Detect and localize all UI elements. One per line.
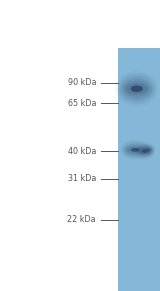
Ellipse shape <box>144 146 153 153</box>
Ellipse shape <box>131 86 143 92</box>
Ellipse shape <box>147 148 151 151</box>
Ellipse shape <box>121 141 149 159</box>
Ellipse shape <box>127 147 143 153</box>
Ellipse shape <box>137 145 152 157</box>
Ellipse shape <box>120 76 154 102</box>
Ellipse shape <box>123 142 148 157</box>
Ellipse shape <box>118 73 156 104</box>
Text: 90 kDa: 90 kDa <box>68 79 96 87</box>
Text: 40 kDa: 40 kDa <box>68 147 96 156</box>
FancyBboxPatch shape <box>118 48 160 291</box>
Text: 22 kDa: 22 kDa <box>67 215 96 224</box>
Ellipse shape <box>145 148 152 152</box>
Ellipse shape <box>131 148 140 152</box>
Text: 65 kDa: 65 kDa <box>68 99 96 108</box>
Ellipse shape <box>122 78 152 99</box>
Ellipse shape <box>138 146 151 156</box>
Ellipse shape <box>139 148 150 155</box>
Ellipse shape <box>144 146 154 154</box>
Text: 31 kDa: 31 kDa <box>68 175 96 183</box>
Ellipse shape <box>142 150 148 153</box>
Ellipse shape <box>124 144 146 156</box>
Ellipse shape <box>140 149 150 154</box>
Ellipse shape <box>126 83 148 94</box>
Ellipse shape <box>124 81 150 97</box>
Ellipse shape <box>126 145 145 155</box>
